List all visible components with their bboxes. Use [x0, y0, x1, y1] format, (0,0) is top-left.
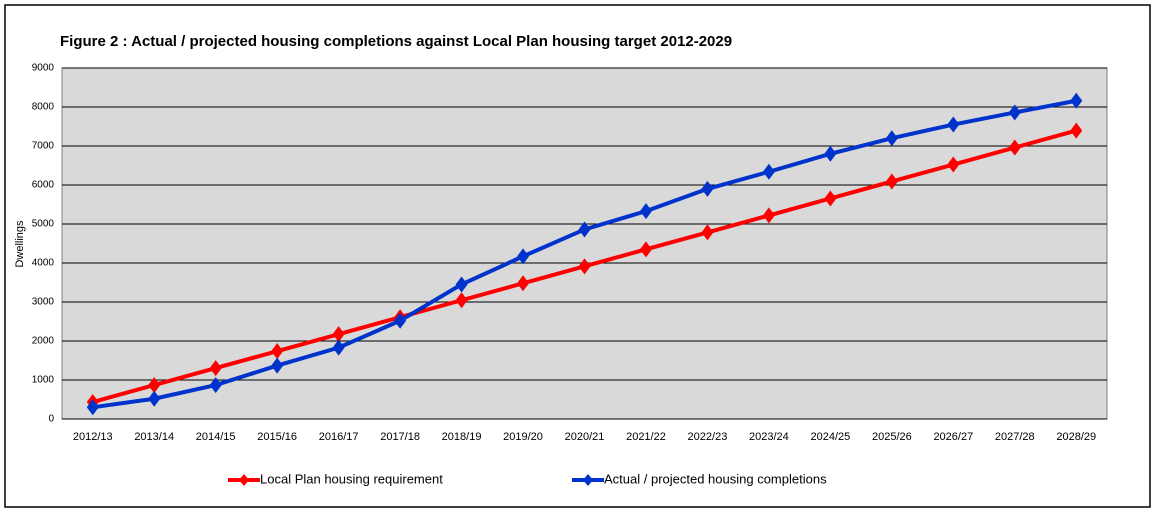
data-point [1008, 104, 1021, 121]
x-tick-label: 2013/14 [134, 431, 174, 443]
x-tick-label: 2021/22 [626, 431, 666, 443]
data-point [947, 116, 960, 133]
data-point [271, 357, 284, 374]
data-point [762, 163, 775, 180]
legend-marker [583, 474, 593, 486]
data-point [639, 203, 652, 220]
x-tick-label: 2019/20 [503, 431, 543, 443]
legend-label: Actual / projected housing completions [604, 471, 827, 486]
chart-title: Figure 2 : Actual / projected housing co… [60, 33, 732, 50]
x-tick-label: 2020/21 [565, 431, 605, 443]
y-tick-label: 8000 [32, 102, 55, 113]
data-point [209, 360, 222, 377]
x-tick-label: 2017/18 [380, 431, 420, 443]
data-point [947, 156, 960, 173]
data-point [455, 276, 468, 293]
data-point [455, 292, 468, 309]
data-point [578, 258, 591, 275]
data-point [332, 326, 345, 343]
data-point [1070, 122, 1083, 139]
data-point [824, 145, 837, 162]
y-tick-label: 0 [48, 414, 54, 425]
y-tick-label: 2000 [32, 336, 55, 347]
legend-label: Local Plan housing requirement [260, 471, 443, 486]
data-point [701, 180, 714, 197]
data-point [86, 399, 99, 416]
y-tick-label: 9000 [32, 63, 55, 74]
x-tick-label: 2024/25 [810, 431, 850, 443]
x-tick-label: 2028/29 [1056, 431, 1096, 443]
x-tick-label: 2026/27 [933, 431, 973, 443]
x-tick-label: 2016/17 [319, 431, 359, 443]
data-point [1008, 139, 1021, 156]
data-point [1070, 92, 1083, 109]
data-point [639, 241, 652, 258]
y-tick-label: 3000 [32, 297, 55, 308]
data-point [762, 207, 775, 224]
data-point [394, 312, 407, 329]
data-point [885, 173, 898, 190]
data-point [885, 130, 898, 147]
data-point [332, 339, 345, 356]
x-tick-label: 2014/15 [196, 431, 236, 443]
data-point [701, 224, 714, 241]
data-point [517, 248, 530, 265]
y-tick-label: 6000 [32, 180, 55, 191]
data-point [209, 377, 222, 394]
data-point [148, 390, 161, 407]
legend-marker [239, 474, 249, 486]
x-tick-label: 2012/13 [73, 431, 113, 443]
y-tick-label: 7000 [32, 141, 55, 152]
x-tick-label: 2027/28 [995, 431, 1035, 443]
y-tick-label: 5000 [32, 219, 55, 230]
x-tick-label: 2022/23 [688, 431, 728, 443]
data-point [148, 377, 161, 394]
x-tick-label: 2015/16 [257, 431, 297, 443]
y-tick-label: 4000 [32, 258, 55, 269]
data-point [824, 190, 837, 207]
y-tick-label: 1000 [32, 375, 55, 386]
x-tick-label: 2018/19 [442, 431, 482, 443]
x-tick-label: 2025/26 [872, 431, 912, 443]
y-axis-label: Dwellings [14, 220, 26, 268]
x-tick-label: 2023/24 [749, 431, 789, 443]
data-point [517, 275, 530, 292]
data-point [578, 221, 591, 238]
data-point [271, 343, 284, 360]
